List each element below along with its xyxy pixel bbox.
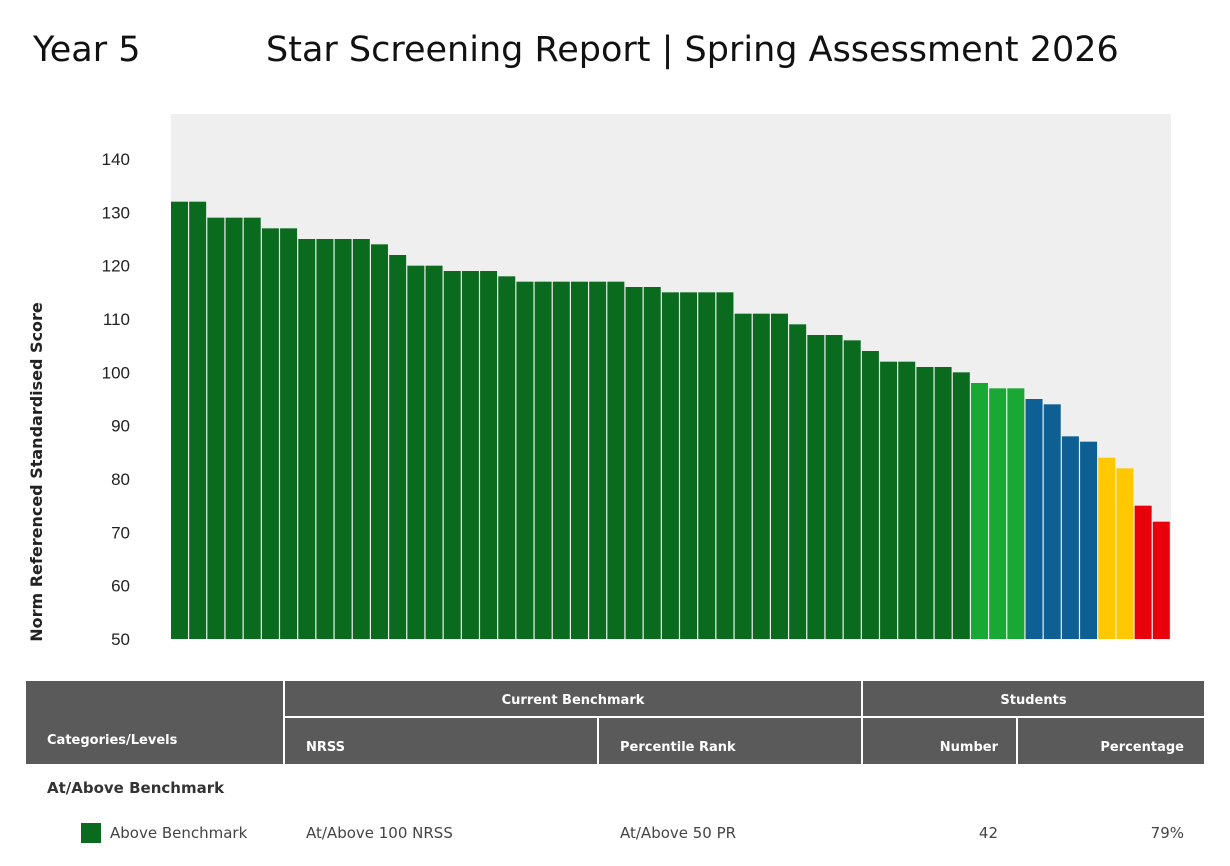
bar [334, 239, 352, 639]
bar [1134, 505, 1152, 639]
divider [283, 716, 1204, 718]
bar [189, 201, 207, 640]
bar [280, 228, 298, 639]
bar [607, 281, 625, 639]
y-tick-label: 110 [103, 310, 130, 329]
bar [371, 244, 388, 639]
bar [243, 217, 261, 640]
bar [534, 281, 552, 639]
bar [589, 281, 607, 639]
y-axis-ticks: 50 60 70 80 90 100 110 120 130 140 [102, 150, 130, 649]
legend-swatch [81, 823, 101, 843]
bar [1098, 457, 1116, 639]
bar [661, 292, 679, 639]
divider [1016, 718, 1018, 764]
bar [1152, 521, 1170, 639]
row-nrss: At/Above 100 NRSS [306, 824, 453, 842]
row-percentage: 79% [1150, 824, 1184, 842]
row-number: 42 [978, 824, 998, 842]
bar [461, 271, 479, 639]
bar [916, 367, 934, 639]
header-percentage: Percentage [1100, 740, 1184, 755]
bar [1061, 436, 1079, 639]
section-title: At/Above Benchmark [47, 779, 225, 797]
bar [1116, 468, 1134, 639]
row-label: Above Benchmark [110, 824, 248, 842]
bar [789, 324, 807, 639]
table-header: Categories/Levels Current Benchmark Stud… [26, 681, 1204, 764]
bars-group [171, 201, 1170, 640]
bar [225, 217, 243, 640]
bar [389, 255, 407, 639]
bar [352, 239, 370, 639]
bar [807, 335, 825, 639]
bar [825, 335, 843, 639]
bar [898, 361, 916, 639]
bar [1007, 388, 1025, 639]
bar [1080, 441, 1098, 639]
bar [480, 271, 498, 639]
header-categories: Categories/Levels [47, 733, 178, 748]
bar [971, 383, 988, 639]
bar [771, 313, 788, 639]
header-students: Students [1000, 693, 1067, 708]
bar [680, 292, 698, 639]
divider [597, 718, 599, 764]
bar [989, 388, 1007, 639]
bar [207, 217, 225, 640]
y-tick-label: 120 [102, 257, 130, 276]
y-tick-label: 140 [102, 150, 130, 169]
y-tick-label: 130 [102, 203, 130, 222]
header-percentile-rank: Percentile Rank [620, 740, 736, 755]
benchmark-table: Categories/Levels Current Benchmark Stud… [26, 681, 1204, 843]
bar [643, 287, 661, 639]
bar [880, 361, 898, 639]
bar [298, 239, 316, 639]
bar [716, 292, 734, 639]
y-tick-label: 100 [102, 363, 130, 382]
bar [1043, 404, 1061, 639]
bar [498, 276, 516, 639]
bar [261, 228, 279, 639]
bar [625, 287, 643, 639]
bar [316, 239, 334, 639]
bar [171, 201, 188, 640]
row-percentile-rank: At/Above 50 PR [620, 824, 737, 842]
header-current-benchmark: Current Benchmark [501, 693, 645, 708]
bar [1025, 399, 1043, 639]
y-tick-label: 50 [111, 630, 130, 649]
bar [934, 367, 952, 639]
bar [734, 313, 752, 639]
score-bar-chart: 50 60 70 80 90 100 110 120 130 140 Norm Reference… [27, 114, 1171, 649]
bar [552, 281, 570, 639]
y-tick-label: 80 [111, 470, 130, 489]
header-number: Number [939, 740, 998, 755]
bar [752, 313, 770, 639]
bar [843, 340, 861, 639]
y-axis-title: Norm Referenced Standardised Score [27, 302, 46, 642]
y-tick-label: 70 [111, 523, 130, 542]
bar [516, 281, 534, 639]
report-title: Star Screening Report | Spring Assessmen… [266, 30, 1119, 70]
bar [443, 271, 461, 639]
year-label: Year 5 [33, 30, 141, 70]
header-nrss: NRSS [306, 740, 346, 755]
bar [425, 265, 443, 639]
bar [861, 351, 879, 639]
bar [952, 372, 970, 639]
divider [283, 681, 285, 764]
bar [698, 292, 716, 639]
bar [571, 281, 588, 639]
divider [861, 681, 863, 764]
y-tick-label: 60 [111, 577, 130, 596]
report-header: Year 5 Star Screening Report | Spring As… [0, 0, 1230, 100]
table-row: Above Benchmark At/Above 100 NRSS At/Abo… [26, 821, 1204, 847]
bar [407, 265, 425, 639]
y-tick-label: 90 [111, 417, 130, 436]
